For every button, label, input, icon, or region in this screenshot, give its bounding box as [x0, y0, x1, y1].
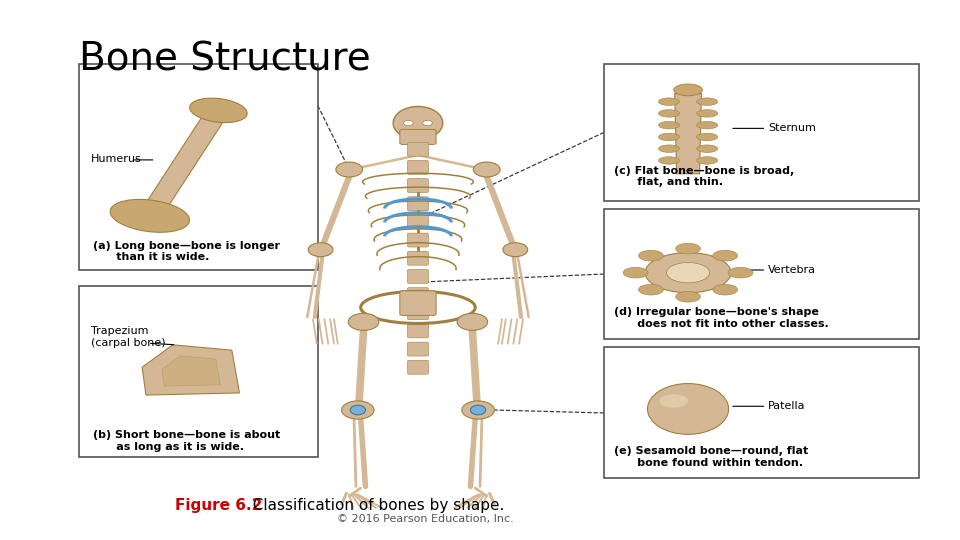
FancyBboxPatch shape	[407, 360, 428, 374]
Ellipse shape	[712, 285, 737, 295]
FancyBboxPatch shape	[604, 208, 919, 340]
Text: Humerus: Humerus	[90, 154, 141, 164]
Circle shape	[462, 401, 494, 419]
FancyBboxPatch shape	[399, 291, 436, 315]
FancyBboxPatch shape	[407, 233, 428, 247]
FancyBboxPatch shape	[407, 197, 428, 211]
Ellipse shape	[659, 145, 680, 152]
FancyBboxPatch shape	[407, 342, 428, 356]
Ellipse shape	[697, 122, 718, 129]
Ellipse shape	[697, 145, 718, 152]
Ellipse shape	[712, 251, 737, 261]
Text: (e) Sesamold bone—round, flat
      bone found within tendon.: (e) Sesamold bone—round, flat bone found…	[613, 447, 808, 468]
Ellipse shape	[350, 405, 366, 415]
Text: Trapezium
(carpal bone): Trapezium (carpal bone)	[90, 326, 165, 348]
Ellipse shape	[659, 133, 680, 140]
Ellipse shape	[676, 244, 701, 254]
Polygon shape	[139, 108, 229, 218]
Ellipse shape	[728, 267, 753, 278]
Ellipse shape	[697, 157, 718, 164]
Ellipse shape	[470, 405, 486, 415]
FancyBboxPatch shape	[407, 215, 428, 229]
Ellipse shape	[659, 157, 680, 164]
FancyBboxPatch shape	[407, 251, 428, 265]
Polygon shape	[162, 356, 221, 386]
FancyBboxPatch shape	[407, 269, 428, 284]
FancyBboxPatch shape	[79, 64, 318, 270]
Ellipse shape	[674, 84, 703, 96]
FancyBboxPatch shape	[407, 179, 428, 192]
Ellipse shape	[697, 110, 718, 117]
Text: (a) Long bone—bone is longer
      than it is wide.: (a) Long bone—bone is longer than it is …	[93, 241, 280, 262]
Ellipse shape	[666, 262, 709, 283]
Polygon shape	[675, 93, 702, 174]
FancyBboxPatch shape	[604, 64, 919, 200]
Text: Patella: Patella	[768, 401, 805, 411]
Ellipse shape	[697, 133, 718, 140]
Polygon shape	[190, 98, 248, 123]
Circle shape	[308, 243, 333, 256]
Polygon shape	[142, 345, 239, 395]
FancyBboxPatch shape	[79, 286, 318, 457]
Ellipse shape	[659, 110, 680, 117]
Circle shape	[336, 162, 363, 177]
Text: © 2016 Pearson Education, Inc.: © 2016 Pearson Education, Inc.	[337, 514, 514, 524]
FancyBboxPatch shape	[407, 306, 428, 320]
Ellipse shape	[697, 98, 718, 105]
FancyBboxPatch shape	[407, 160, 428, 174]
Text: Bone Structure: Bone Structure	[79, 40, 371, 78]
Circle shape	[473, 162, 500, 177]
Ellipse shape	[659, 122, 680, 129]
Text: Figure 6.2: Figure 6.2	[175, 498, 262, 513]
Text: (d) Irregular bone—bone's shape
      does not fit into other classes.: (d) Irregular bone—bone's shape does not…	[613, 307, 828, 329]
Text: Classification of bones by shape.: Classification of bones by shape.	[243, 498, 505, 513]
Ellipse shape	[394, 106, 443, 140]
Circle shape	[348, 313, 379, 330]
Ellipse shape	[645, 253, 731, 293]
Text: Sternum: Sternum	[768, 123, 816, 133]
Ellipse shape	[403, 120, 413, 126]
Ellipse shape	[676, 292, 701, 302]
Ellipse shape	[638, 251, 663, 261]
Ellipse shape	[659, 98, 680, 105]
FancyBboxPatch shape	[407, 288, 428, 301]
FancyBboxPatch shape	[604, 348, 919, 478]
Text: (b) Short bone—bone is about
      as long as it is wide.: (b) Short bone—bone is about as long as …	[93, 430, 280, 452]
Circle shape	[457, 313, 488, 330]
FancyBboxPatch shape	[407, 142, 428, 156]
Circle shape	[503, 243, 528, 256]
FancyBboxPatch shape	[407, 324, 428, 338]
Ellipse shape	[422, 120, 432, 126]
Ellipse shape	[647, 383, 729, 434]
Text: (c) Flat bone—bone is broad,
      flat, and thin.: (c) Flat bone—bone is broad, flat, and t…	[613, 166, 794, 187]
Circle shape	[342, 401, 374, 419]
Ellipse shape	[623, 267, 648, 278]
FancyBboxPatch shape	[399, 130, 436, 144]
Polygon shape	[110, 199, 190, 232]
Ellipse shape	[638, 285, 663, 295]
Text: Vertebra: Vertebra	[768, 265, 816, 275]
Ellipse shape	[660, 394, 688, 408]
